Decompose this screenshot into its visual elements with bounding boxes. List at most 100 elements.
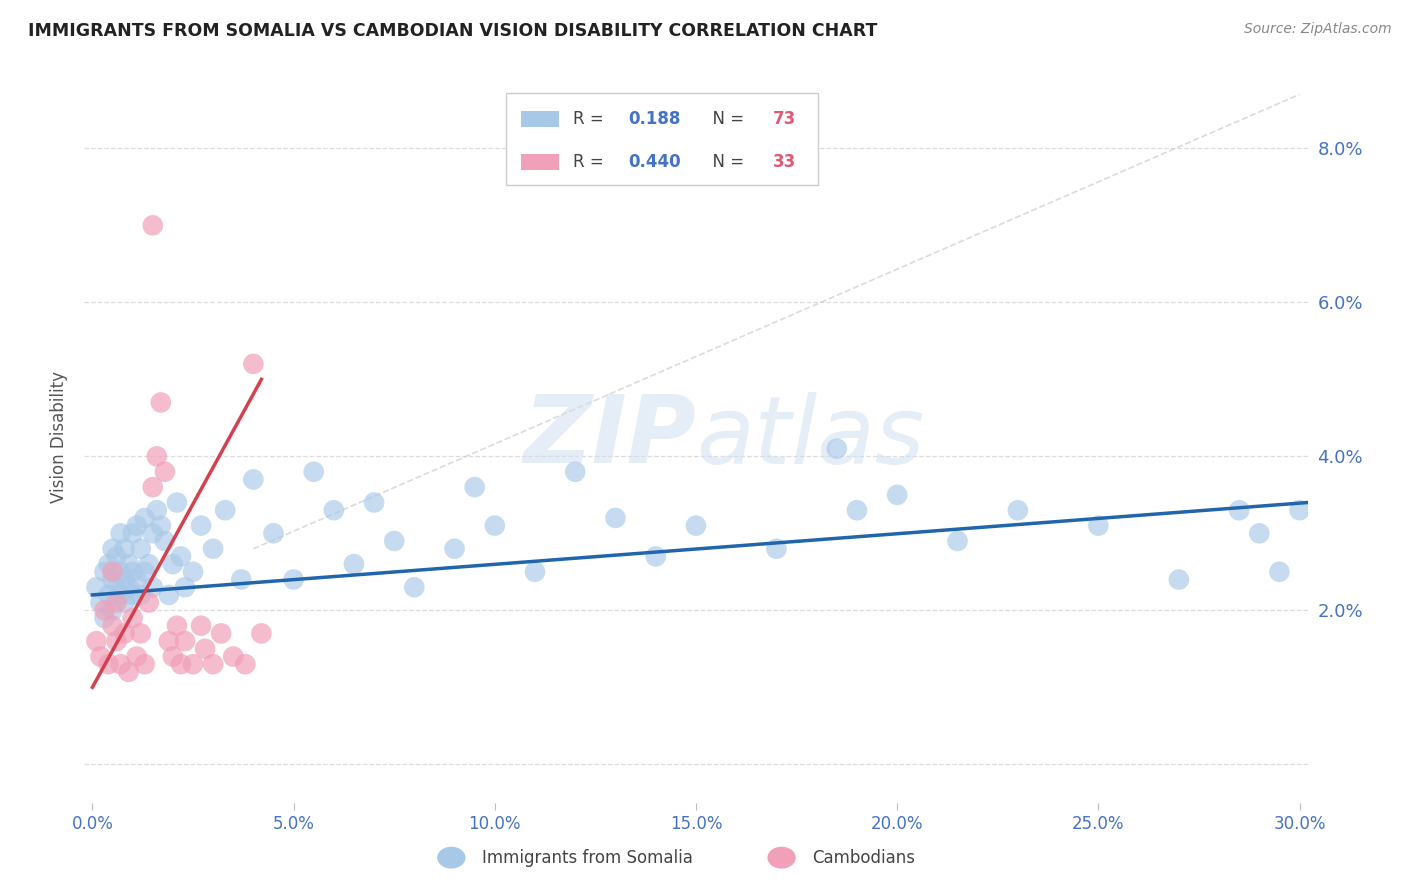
Text: R =: R = [574,153,609,171]
Point [121,565,143,579]
Text: ZIP: ZIP [523,391,696,483]
Point [886,488,908,502]
Point [101,603,124,617]
Point [121,526,143,541]
Point [93,565,115,579]
Point [101,573,124,587]
Point [110,565,132,579]
Point [404,580,426,594]
Point [1167,573,1189,587]
Text: 73: 73 [773,110,796,128]
Point [322,503,344,517]
Point [134,565,156,579]
Point [146,450,169,464]
Point [86,634,108,648]
Point [134,657,156,672]
Point [464,480,486,494]
Point [644,549,666,564]
Point [134,511,156,525]
Text: 33: 33 [773,153,796,171]
Text: N =: N = [702,153,749,171]
FancyBboxPatch shape [506,94,818,185]
Point [765,541,787,556]
Point [105,580,128,594]
Point [194,641,217,656]
Point [170,657,193,672]
Point [1087,518,1109,533]
Point [564,465,586,479]
Point [170,549,193,564]
Point [250,626,273,640]
Text: R =: R = [574,110,609,128]
Point [302,465,325,479]
Point [1227,503,1250,517]
Point [93,603,115,617]
Point [190,618,212,632]
Point [157,588,180,602]
Point [166,495,188,509]
FancyBboxPatch shape [522,153,558,169]
Point [101,565,124,579]
Point [190,518,212,533]
Ellipse shape [437,847,465,868]
Point [174,634,197,648]
Point [114,626,136,640]
FancyBboxPatch shape [522,111,558,127]
Point [105,549,128,564]
Point [121,588,143,602]
Point [162,557,184,571]
Point [1007,503,1029,517]
Point [162,649,184,664]
Point [242,357,264,371]
Point [101,541,124,556]
Point [946,534,969,549]
Point [146,503,169,517]
Point [105,634,128,648]
Point [110,588,132,602]
Ellipse shape [768,847,794,868]
Point [153,465,176,479]
Y-axis label: Vision Disability: Vision Disability [49,371,67,503]
Point [89,596,111,610]
Point [231,573,253,587]
Point [105,596,128,610]
Point [1268,565,1291,579]
Point [222,649,245,664]
Point [93,611,115,625]
Point [97,657,120,672]
Point [129,541,152,556]
Point [484,518,506,533]
Point [142,580,165,594]
Point [110,526,132,541]
Text: Immigrants from Somalia: Immigrants from Somalia [482,848,693,867]
Text: 0.440: 0.440 [628,153,681,171]
Text: N =: N = [702,110,749,128]
Point [117,557,139,571]
Point [1249,526,1271,541]
Point [142,219,165,233]
Point [283,573,305,587]
Point [343,557,366,571]
Text: Source: ZipAtlas.com: Source: ZipAtlas.com [1244,22,1392,37]
Point [181,657,204,672]
Point [153,534,176,549]
Point [101,618,124,632]
Point [443,541,465,556]
Point [825,442,848,456]
Point [202,541,225,556]
Text: Cambodians: Cambodians [813,848,915,867]
Point [117,665,139,679]
Point [157,634,180,648]
Point [149,518,172,533]
Point [1288,503,1310,517]
Point [97,588,120,602]
Point [86,580,108,594]
Point [845,503,868,517]
Point [166,618,188,632]
Point [181,565,204,579]
Point [214,503,236,517]
Point [117,580,139,594]
Point [149,395,172,409]
Text: atlas: atlas [696,392,924,483]
Point [97,557,120,571]
